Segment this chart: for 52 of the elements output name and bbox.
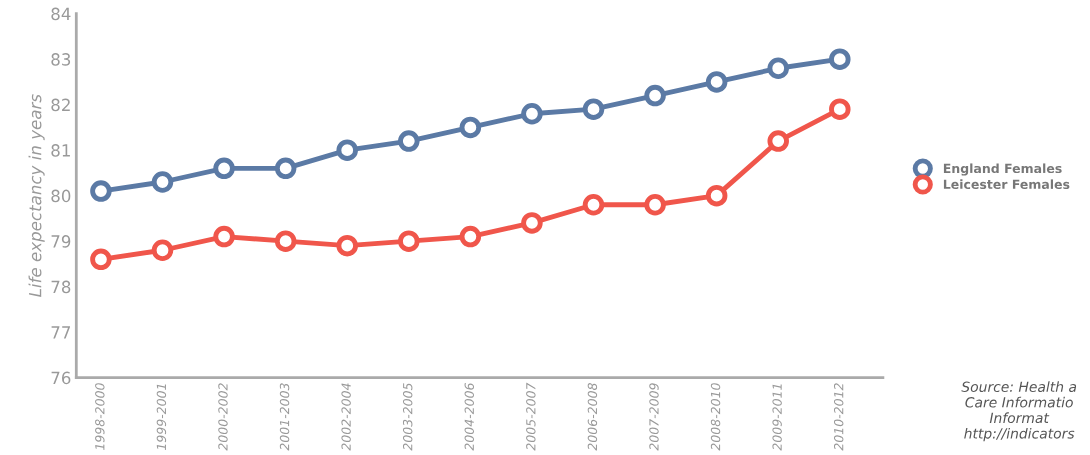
point [521,212,543,234]
x-tick-label: 1998-2000 [95,383,105,451]
point [398,130,420,152]
y-tick-label: 78 [51,280,71,294]
x-tick-label: 2010-2012 [833,383,844,451]
point [151,171,174,193]
point [213,225,235,248]
legend-label: England Females [943,163,1062,176]
point [767,130,789,152]
point [644,84,666,107]
point [705,184,728,207]
point [521,102,543,125]
x-tick-label: 2007-2009 [649,383,659,451]
point [398,230,420,252]
point [213,157,235,180]
point [90,180,112,202]
point [274,230,297,252]
y-tick-label: 83 [51,53,71,66]
x-tick-label: 2008-2010 [710,383,721,451]
x-tick-label: 2001-2003 [279,383,290,451]
point [829,98,851,120]
x-tick-label: 2003-2005 [402,383,413,451]
y-tick-label: 81 [51,144,70,157]
y-tick-label: 82 [51,98,70,112]
x-tick-label: 2009-2011 [772,384,782,451]
x-tick-label: 2004-2006 [464,383,474,451]
source-note: Source: Health a Care Informatio Informat http://indicators [961,381,1077,442]
point [90,248,112,271]
y-tick-label: 84 [51,7,71,21]
point [151,239,174,262]
point [644,193,666,216]
point [829,48,851,70]
point [459,225,482,248]
point [582,193,605,216]
point [705,71,728,93]
y-tick-label: 76 [51,371,71,385]
x-tick-label: 2002-2004 [341,383,351,451]
y-tick-label: 80 [51,189,71,203]
point [336,234,358,257]
x-tick-label: 2006-2008 [587,383,598,451]
y-tick-label: 79 [51,235,71,248]
point [582,98,605,120]
x-tick-label: 2000-2002 [218,383,228,451]
x-tick-label: 1999-2001 [156,384,167,451]
x-tick-label: 2005-2007 [526,382,536,451]
point [459,116,482,139]
legend-label: Leicester Females [943,179,1070,190]
point [767,57,789,80]
point [274,157,297,180]
y-tick-label: 77 [51,326,71,339]
y-axis-title: Life expectancy in years [28,94,45,297]
point [336,139,358,161]
